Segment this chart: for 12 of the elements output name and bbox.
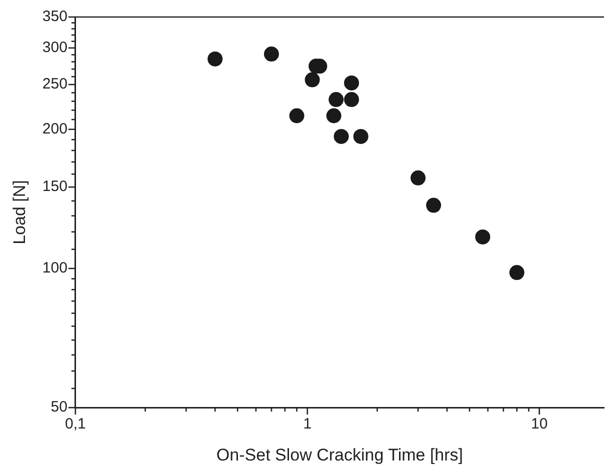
x-axis-title: On-Set Slow Cracking Time [hrs] (216, 445, 464, 464)
x-tick-label: 1 (303, 416, 312, 433)
y-tick-label: 250 (42, 76, 68, 93)
y-tick-label: 300 (42, 39, 68, 56)
y-tick-label: 100 (42, 260, 68, 277)
x-tick-label: 10 (530, 416, 548, 433)
y-axis-title: Load [N] (10, 180, 29, 244)
y-tick-label: 150 (42, 178, 68, 196)
y-tick-label: 200 (42, 120, 68, 138)
y-tick-label: 350 (42, 8, 68, 26)
x-tick-label: 0,1 (64, 416, 86, 433)
y-tick-label: 50 (50, 398, 68, 416)
